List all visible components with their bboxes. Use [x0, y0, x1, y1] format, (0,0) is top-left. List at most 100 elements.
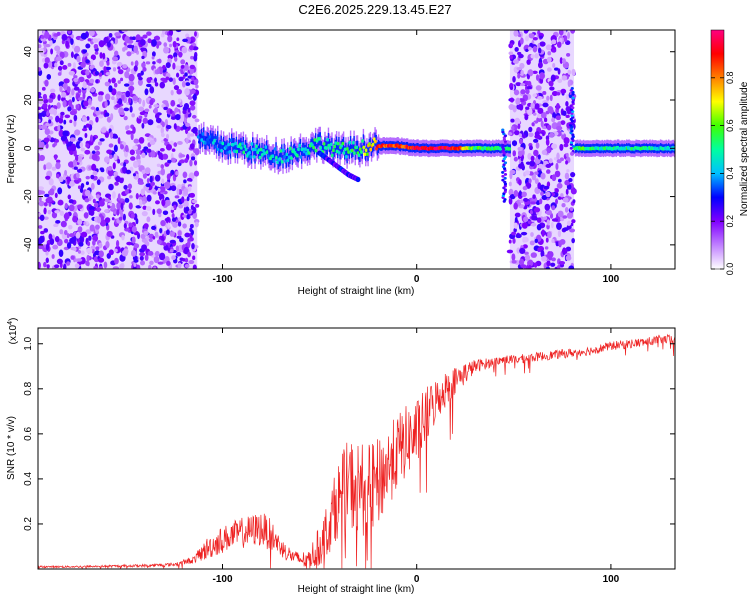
noise-speckle [532, 194, 536, 199]
noise-speckle [551, 117, 556, 123]
noise-speckle [546, 67, 552, 72]
noise-speckle [117, 98, 123, 105]
noise-speckle [551, 39, 557, 45]
transition-mark-0 [503, 134, 508, 138]
noise-speckle [570, 222, 574, 227]
noise-speckle [100, 127, 107, 133]
noise-speckle [151, 225, 157, 231]
noise-speckle [38, 188, 42, 196]
noise-speckle [168, 30, 174, 36]
noise-speckle [52, 244, 59, 250]
noise-speckle [114, 181, 119, 186]
noise-speckle [158, 152, 163, 160]
noise-speckle [542, 216, 548, 220]
noise-speckle [91, 163, 97, 171]
noise-speckle [125, 90, 131, 98]
noise-speckle [133, 138, 140, 144]
noise-speckle [139, 252, 146, 257]
noise-speckle [559, 239, 566, 245]
noise-speckle [182, 38, 188, 43]
noise-speckle [68, 161, 75, 168]
noise-speckle [38, 97, 44, 105]
noise-speckle [180, 59, 186, 65]
noise-speckle [148, 264, 152, 269]
noise-speckle [54, 192, 58, 198]
noise-speckle [104, 208, 109, 213]
noise-speckle [59, 85, 63, 93]
noise-speckle [165, 143, 172, 151]
noise-speckle [43, 164, 47, 171]
noise-speckle [88, 205, 95, 211]
noise-speckle [520, 69, 524, 77]
noise-speckle [162, 79, 168, 83]
noise-speckle [513, 190, 519, 197]
noise-speckle [146, 177, 150, 184]
noise-speckle [545, 163, 552, 169]
noise-speckle [179, 237, 184, 243]
noise-speckle [546, 169, 551, 174]
noise-speckle [169, 109, 173, 114]
noise-speckle [540, 191, 544, 196]
noise-speckle [184, 72, 188, 77]
noise-speckle [152, 235, 156, 240]
noise-speckle [68, 99, 73, 107]
noise-speckle [122, 64, 128, 69]
colorbar-label: Normalized spectral amplitude [739, 81, 750, 216]
noise-speckle [142, 117, 148, 124]
noise-speckle [137, 72, 142, 79]
noise-speckle [172, 40, 177, 48]
ridge-core [299, 155, 303, 159]
noise-speckle [545, 237, 549, 243]
noise-speckle [511, 231, 517, 236]
noise-speckle [189, 159, 193, 167]
noise-speckle [552, 112, 557, 120]
noise-speckle [113, 135, 119, 139]
transition-mark-1 [571, 133, 575, 137]
ridge-core [355, 145, 359, 150]
noise-speckle [148, 104, 152, 109]
noise-speckle [535, 74, 540, 81]
ridge-core [362, 145, 366, 150]
noise-speckle [185, 122, 191, 127]
noise-speckle [189, 223, 194, 229]
noise-speckle [563, 143, 569, 148]
noise-speckle [66, 86, 71, 93]
noise-speckle [513, 30, 519, 37]
noise-speckle [556, 182, 563, 189]
noise-speckle [158, 252, 166, 261]
noise-speckle [547, 231, 552, 239]
spectrogram-y-axis-label: Frequency (Hz) [6, 115, 17, 184]
noise-speckle [95, 150, 101, 156]
noise-speckle [135, 149, 141, 155]
noise-speckle [84, 198, 90, 203]
noise-speckle [143, 223, 149, 229]
transition-mark-0 [503, 172, 508, 176]
snr-ticks: -100 0 100 0.2 0.4 0.6 0.8 1.0 [23, 328, 675, 585]
noise-speckle [178, 76, 184, 82]
spectrogram-image [38, 30, 675, 269]
noise-speckle [102, 52, 106, 60]
noise-speckle [557, 178, 562, 183]
ridge-core [206, 137, 210, 142]
noise-speckle [520, 82, 526, 87]
noise-speckle [546, 223, 550, 230]
noise-speckle [157, 261, 164, 265]
noise-speckle [96, 179, 101, 186]
noise-speckle [182, 223, 187, 229]
noise-speckle [50, 48, 54, 55]
noise-speckle [166, 260, 171, 266]
noise-speckle [108, 143, 114, 148]
noise-speckle [163, 42, 168, 48]
noise-speckle [79, 142, 84, 148]
ridge-core [220, 148, 224, 153]
noise-speckle [76, 55, 81, 63]
noise-speckle [551, 48, 557, 53]
ridge-core [358, 147, 362, 152]
ridge-core [248, 150, 252, 155]
noise-speckle [90, 245, 96, 250]
noise-speckle [161, 30, 166, 35]
noise-speckle [511, 140, 518, 147]
transition-mark-1 [571, 92, 575, 96]
noise-speckle [156, 208, 162, 215]
ridge-core [333, 144, 337, 149]
